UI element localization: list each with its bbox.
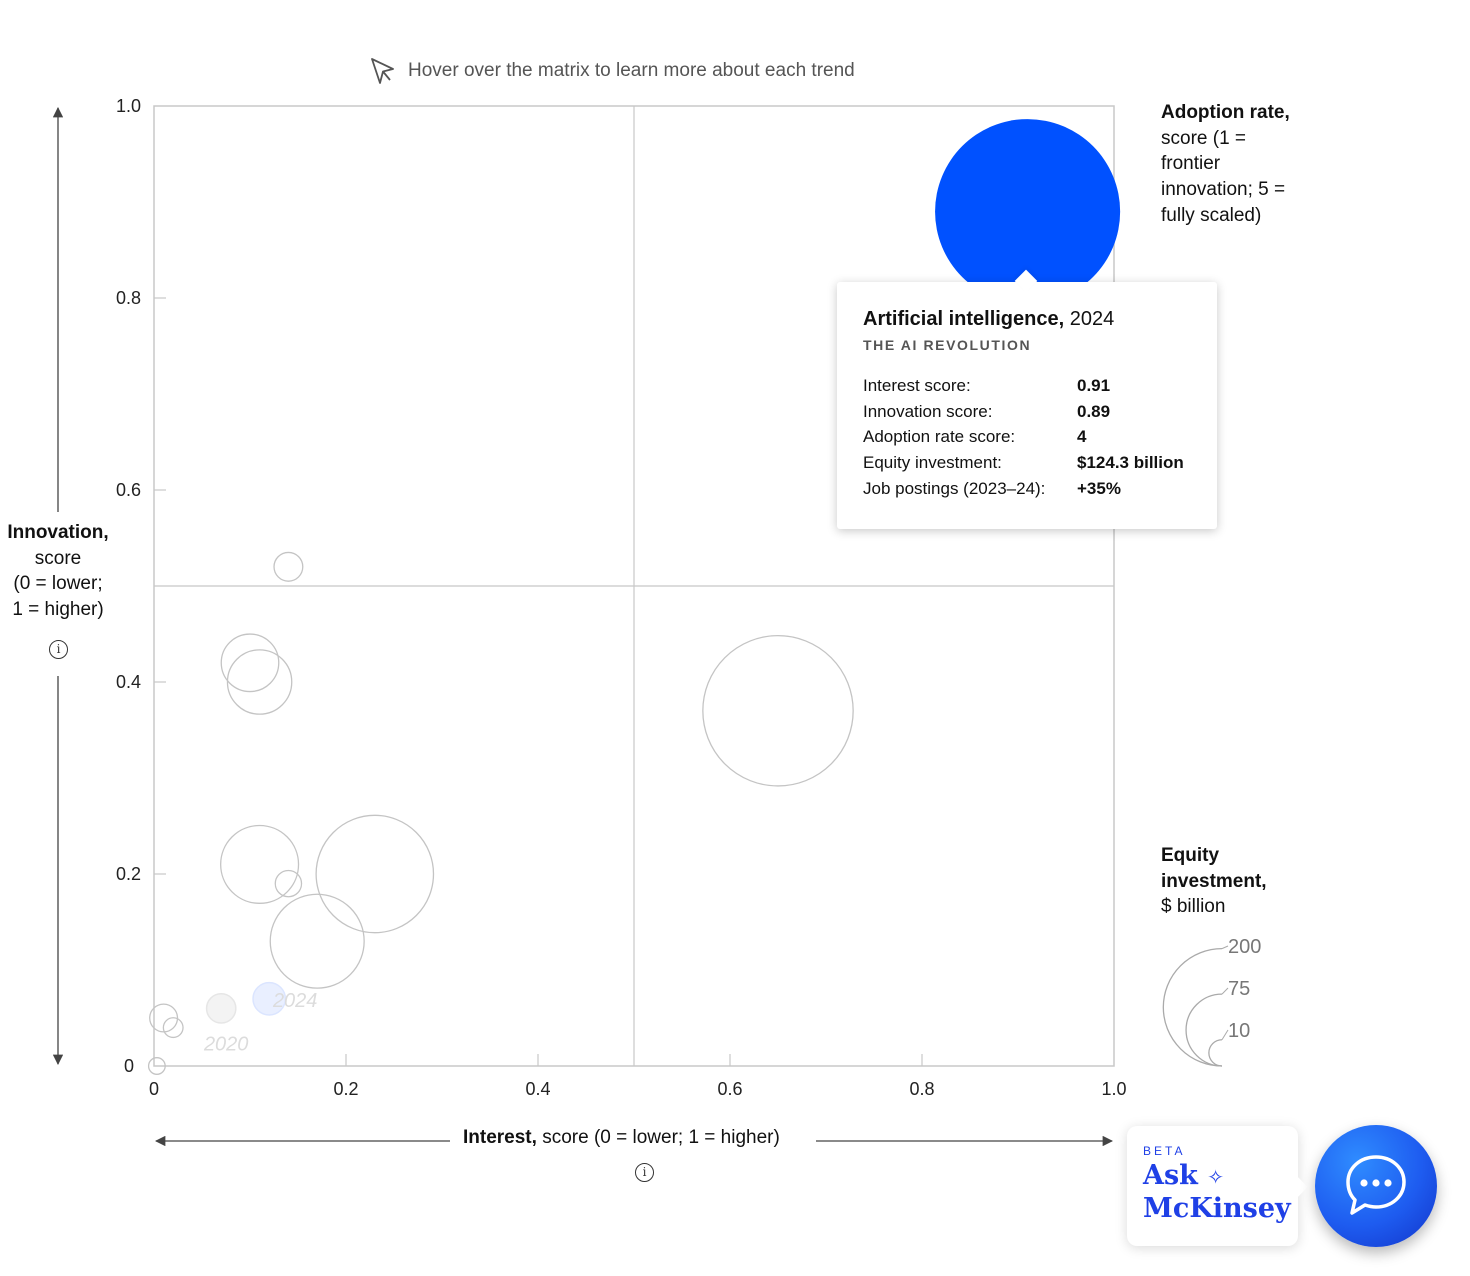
tooltip-row-value: 4 (1077, 427, 1087, 447)
tooltip-row-label: Adoption rate score: (863, 427, 1016, 447)
data-bubble (220, 824, 300, 904)
size-legend-arc (1162, 947, 1223, 1067)
data-bubble (315, 814, 435, 934)
tooltip-subtitle: THE AI REVOLUTION (863, 337, 1032, 353)
data-bubble (269, 893, 365, 989)
y-tick-label: 0.8 (116, 288, 141, 308)
tooltip-trend-name: Artificial intelligence, (863, 308, 1065, 330)
data-bubble (162, 1017, 184, 1039)
y-tick-label: 0 (124, 1056, 134, 1076)
data-bubble (149, 1003, 179, 1033)
x-tick-label: 1.0 (1101, 1079, 1126, 1099)
chat-bubble-icon (1346, 1155, 1406, 1215)
ask-mckinsey-card[interactable]: BETA Ask ✧ McKinsey (1127, 1126, 1308, 1246)
size-legend-label: 75 (1228, 978, 1250, 1000)
data-bubble (274, 869, 303, 898)
tooltip-row-value: 0.89 (1077, 401, 1111, 421)
size-legend-arc (1208, 1039, 1223, 1067)
y-axis-info-icon[interactable]: i (49, 640, 68, 659)
data-bubble (220, 633, 280, 693)
x-axis-label: Interest, score (0 = lower; 1 = higher) (455, 1125, 788, 1151)
sparkle-icon: ✧ (1207, 1165, 1225, 1189)
trend-tooltip: Artificial intelligence, 2024 THE AI REV… (837, 269, 1217, 529)
x-tick-label: 0.8 (909, 1079, 934, 1099)
y-tick-label: 0.2 (116, 864, 141, 884)
x-tick-label: 0.4 (525, 1079, 550, 1099)
tooltip-row-label: Innovation score: (863, 401, 993, 421)
adoption-rate-label-rest: score (1 = frontier innovation; 5 = full… (1161, 127, 1286, 226)
data-bubble (226, 649, 293, 715)
size-legend-leader (1221, 945, 1229, 950)
tooltip-row: Innovation score: 0.89 (863, 399, 1191, 425)
ai-trail-label: 2024 (272, 990, 318, 1012)
hover-hint-text: Hover over the matrix to learn more abou… (408, 60, 855, 81)
x-tick-label: 0.6 (717, 1079, 742, 1099)
y-tick-label: 0.6 (116, 480, 141, 500)
tooltip-row-label: Job postings (2023–24): (863, 478, 1046, 498)
data-bubble (147, 1057, 166, 1075)
beta-badge: BETA (1143, 1144, 1186, 1158)
ask-word: Ask (1143, 1160, 1198, 1191)
mckinsey-word: McKinsey (1143, 1193, 1291, 1224)
tooltip-year: 2024 (1064, 308, 1115, 330)
tooltip-row-value: $124.3 billion (1077, 453, 1184, 473)
tooltip-title: Artificial intelligence, 2024 (863, 308, 1191, 331)
tooltip-row-value: 0.91 (1077, 376, 1111, 395)
tooltip-row-label: Equity investment: (863, 453, 1002, 473)
y-axis-label-line: 1 = higher) (12, 598, 104, 620)
ai-trail-label: 2020 (203, 1033, 249, 1055)
y-axis-label-line: score (34, 547, 82, 569)
x-axis-info-icon[interactable]: i (635, 1163, 654, 1182)
x-tick-label: 0 (149, 1079, 159, 1099)
size-legend-leader (1221, 987, 1229, 995)
data-bubble-highlighted (935, 119, 1121, 305)
x-axis-label-bold: Interest, (463, 1127, 537, 1148)
equity-investment-label-bold: Equity investment, (1161, 845, 1267, 892)
size-legend-label: 200 (1228, 936, 1261, 958)
y-axis-label-bold: Innovation, (7, 522, 109, 543)
data-bubble (273, 551, 304, 582)
cursor-arrow-icon (371, 58, 394, 84)
tooltip-row-value: +35% (1077, 478, 1121, 498)
ai-trail-point (205, 993, 237, 1024)
equity-investment-label: Equity investment, $ billion (1161, 843, 1321, 920)
x-axis-label-rest: score (0 = lower; 1 = higher) (536, 1127, 780, 1148)
y-axis-label: Innovation, score (0 = lower; 1 = higher… (0, 520, 116, 623)
tooltip-row: Equity investment: $124.3 billion (863, 450, 1191, 476)
size-legend-label: 10 (1228, 1020, 1250, 1042)
ai-trail-point (252, 981, 287, 1016)
tooltip-row-label: Interest score: (863, 376, 971, 395)
y-tick-label: 0.4 (116, 672, 141, 692)
adoption-rate-label: Adoption rate, score (1 = frontier innov… (1161, 100, 1301, 228)
x-tick-label: 0.2 (333, 1079, 358, 1099)
hover-hint: Hover over the matrix to learn more abou… (368, 56, 855, 86)
adoption-rate-label-bold: Adoption rate, (1161, 102, 1290, 123)
y-axis-label-line: (0 = lower; (13, 573, 103, 595)
size-legend-leader (1221, 1029, 1229, 1041)
ask-mckinsey-wordmark: Ask ✧ McKinsey (1143, 1160, 1291, 1224)
tooltip-row: Interest score: 0.91 (863, 373, 1191, 399)
size-legend-arc (1185, 993, 1223, 1067)
equity-investment-label-rest: $ billion (1161, 896, 1226, 918)
tooltip-row: Job postings (2023–24): +35% (863, 476, 1191, 502)
tooltip-row: Adoption rate score: 4 (863, 424, 1191, 450)
y-tick-label: 1.0 (116, 96, 141, 116)
chat-button[interactable] (1315, 1125, 1437, 1247)
data-bubble (702, 634, 854, 787)
